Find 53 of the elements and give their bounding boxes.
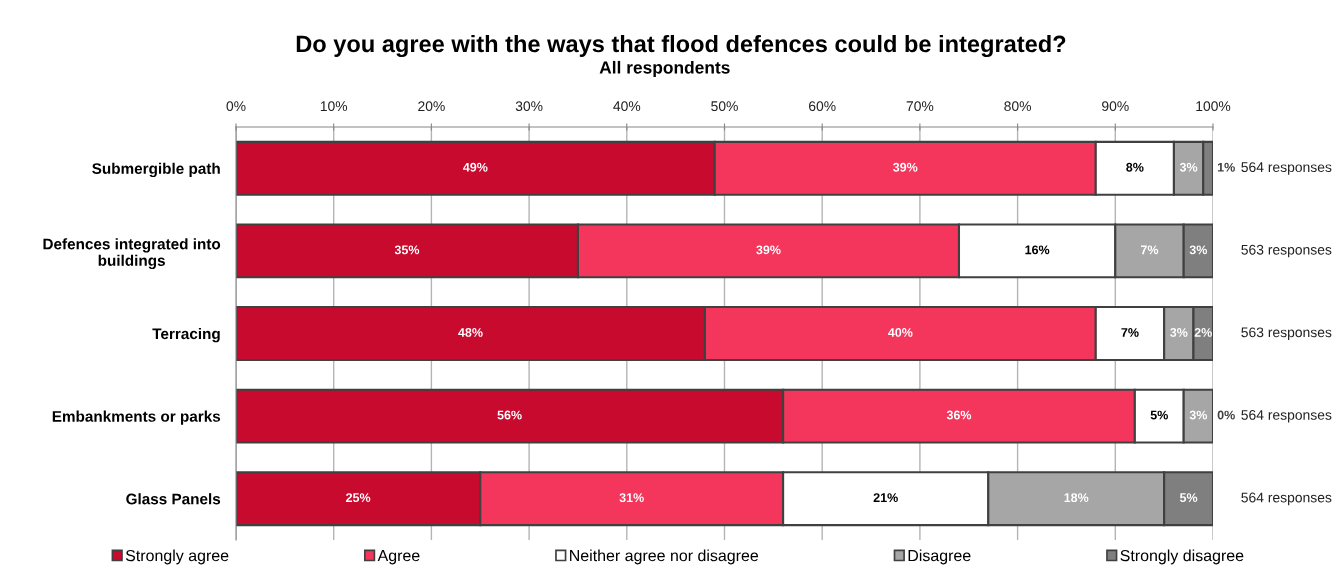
text: 564 responses bbox=[1241, 409, 1332, 423]
legend-label: Agree bbox=[377, 550, 420, 565]
data-label: 0% bbox=[1217, 410, 1235, 420]
data-label: 49% bbox=[463, 162, 488, 172]
data-label: 18% bbox=[1064, 493, 1089, 503]
text: 563 responses bbox=[1241, 327, 1332, 340]
data-label: 3% bbox=[1189, 410, 1208, 420]
data-label: 36% bbox=[946, 410, 972, 420]
data-label: 1% bbox=[1217, 162, 1235, 172]
text: 564 responses bbox=[1241, 492, 1332, 506]
y-tick-label: Glass Panels bbox=[126, 493, 221, 505]
y-tick-label: Defences integrated into buildings bbox=[43, 238, 221, 270]
data-label: 5% bbox=[1150, 410, 1168, 420]
text: 563 responses bbox=[1241, 244, 1332, 258]
x-tick-label: 30% bbox=[515, 101, 543, 112]
data-label: 40% bbox=[888, 328, 913, 337]
data-label: 31% bbox=[619, 493, 644, 503]
data-label: 5% bbox=[1179, 493, 1198, 503]
y-tick-label: Submergible path bbox=[92, 162, 220, 178]
x-tick-label: 0% bbox=[226, 101, 246, 112]
legend-label: Strongly disagree bbox=[1120, 549, 1244, 565]
data-label: 2% bbox=[1194, 328, 1212, 337]
x-tick-label: 100% bbox=[1196, 101, 1231, 112]
data-label: 39% bbox=[893, 162, 918, 172]
text: 564 responses bbox=[1241, 162, 1332, 175]
x-tick-label: 50% bbox=[711, 101, 738, 112]
x-tick-label: 70% bbox=[906, 101, 934, 112]
data-label: 48% bbox=[458, 328, 483, 337]
x-tick-label: 40% bbox=[613, 101, 641, 112]
data-label: 8% bbox=[1126, 162, 1144, 172]
x-tick-label: 20% bbox=[418, 101, 445, 112]
data-label: 16% bbox=[1025, 245, 1050, 255]
data-label: 25% bbox=[346, 493, 371, 503]
data-label: 3% bbox=[1189, 245, 1208, 255]
data-label: 3% bbox=[1170, 328, 1188, 337]
x-tick-label: 90% bbox=[1102, 101, 1129, 112]
x-tick-label: 10% bbox=[320, 101, 348, 112]
data-label: 7% bbox=[1141, 245, 1159, 255]
chart-subtitle: All respondents bbox=[599, 60, 730, 78]
data-label: 7% bbox=[1121, 328, 1139, 337]
chart-title: Do you agree with the ways that flood defences could be integrated? bbox=[296, 34, 1066, 58]
data-label: 35% bbox=[394, 245, 420, 255]
data-label: 56% bbox=[497, 410, 522, 420]
legend-label: Neither agree nor disagree bbox=[570, 549, 759, 565]
y-tick-label: Terracing bbox=[152, 327, 220, 343]
x-tick-label: 80% bbox=[1004, 101, 1032, 112]
data-label: 39% bbox=[756, 245, 781, 255]
data-label: 21% bbox=[873, 493, 898, 503]
y-tick-label: Embankments or parks bbox=[52, 410, 221, 425]
legend-label: Disagree bbox=[908, 549, 971, 565]
legend-label: Strongly agree bbox=[125, 549, 229, 565]
x-tick-label: 60% bbox=[809, 101, 836, 112]
data-label: 3% bbox=[1179, 162, 1198, 172]
